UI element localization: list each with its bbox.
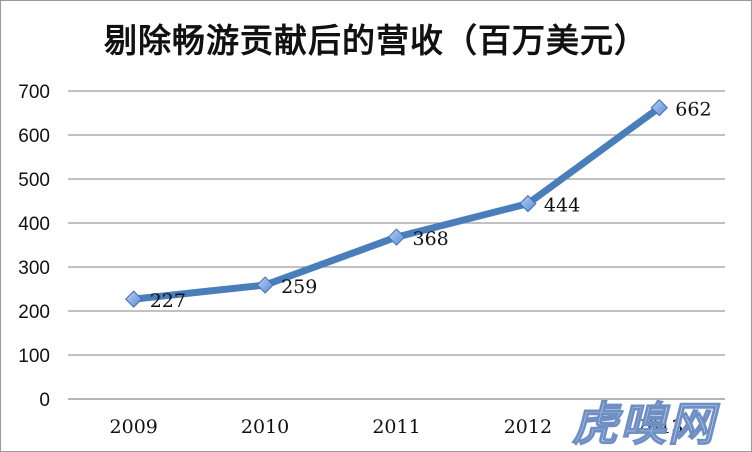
data-point-marker bbox=[256, 276, 274, 294]
data-label: 662 bbox=[675, 99, 711, 121]
data-point-marker bbox=[650, 99, 669, 117]
y-tick-label: 0 bbox=[39, 390, 50, 411]
y-tick-label: 200 bbox=[18, 302, 50, 323]
series-line bbox=[130, 104, 663, 303]
data-label: 259 bbox=[281, 276, 317, 298]
y-tick-label: 400 bbox=[18, 214, 50, 235]
y-tick-label: 700 bbox=[18, 82, 50, 103]
data-label: 444 bbox=[544, 195, 580, 217]
x-tick-label: 2010 bbox=[241, 416, 289, 438]
x-tick-label: 2013 bbox=[635, 416, 683, 438]
data-point-marker bbox=[124, 290, 143, 308]
data-label: 368 bbox=[413, 228, 449, 250]
data-label: 227 bbox=[150, 290, 186, 312]
y-tick-label: 600 bbox=[18, 126, 50, 147]
y-tick-label: 100 bbox=[18, 346, 50, 367]
data-point-marker bbox=[387, 228, 406, 246]
x-tick-label: 2009 bbox=[110, 416, 158, 438]
y-tick-label: 300 bbox=[18, 258, 50, 279]
x-tick-label: 2012 bbox=[504, 416, 552, 438]
data-point-marker bbox=[519, 194, 537, 213]
watermark-logo: 虎嗅网 bbox=[572, 397, 720, 451]
x-tick-label: 2011 bbox=[372, 416, 420, 438]
chart-title: 剔除畅游贡献后的营收（百万美元） bbox=[104, 21, 648, 60]
y-tick-label: 500 bbox=[18, 170, 50, 191]
